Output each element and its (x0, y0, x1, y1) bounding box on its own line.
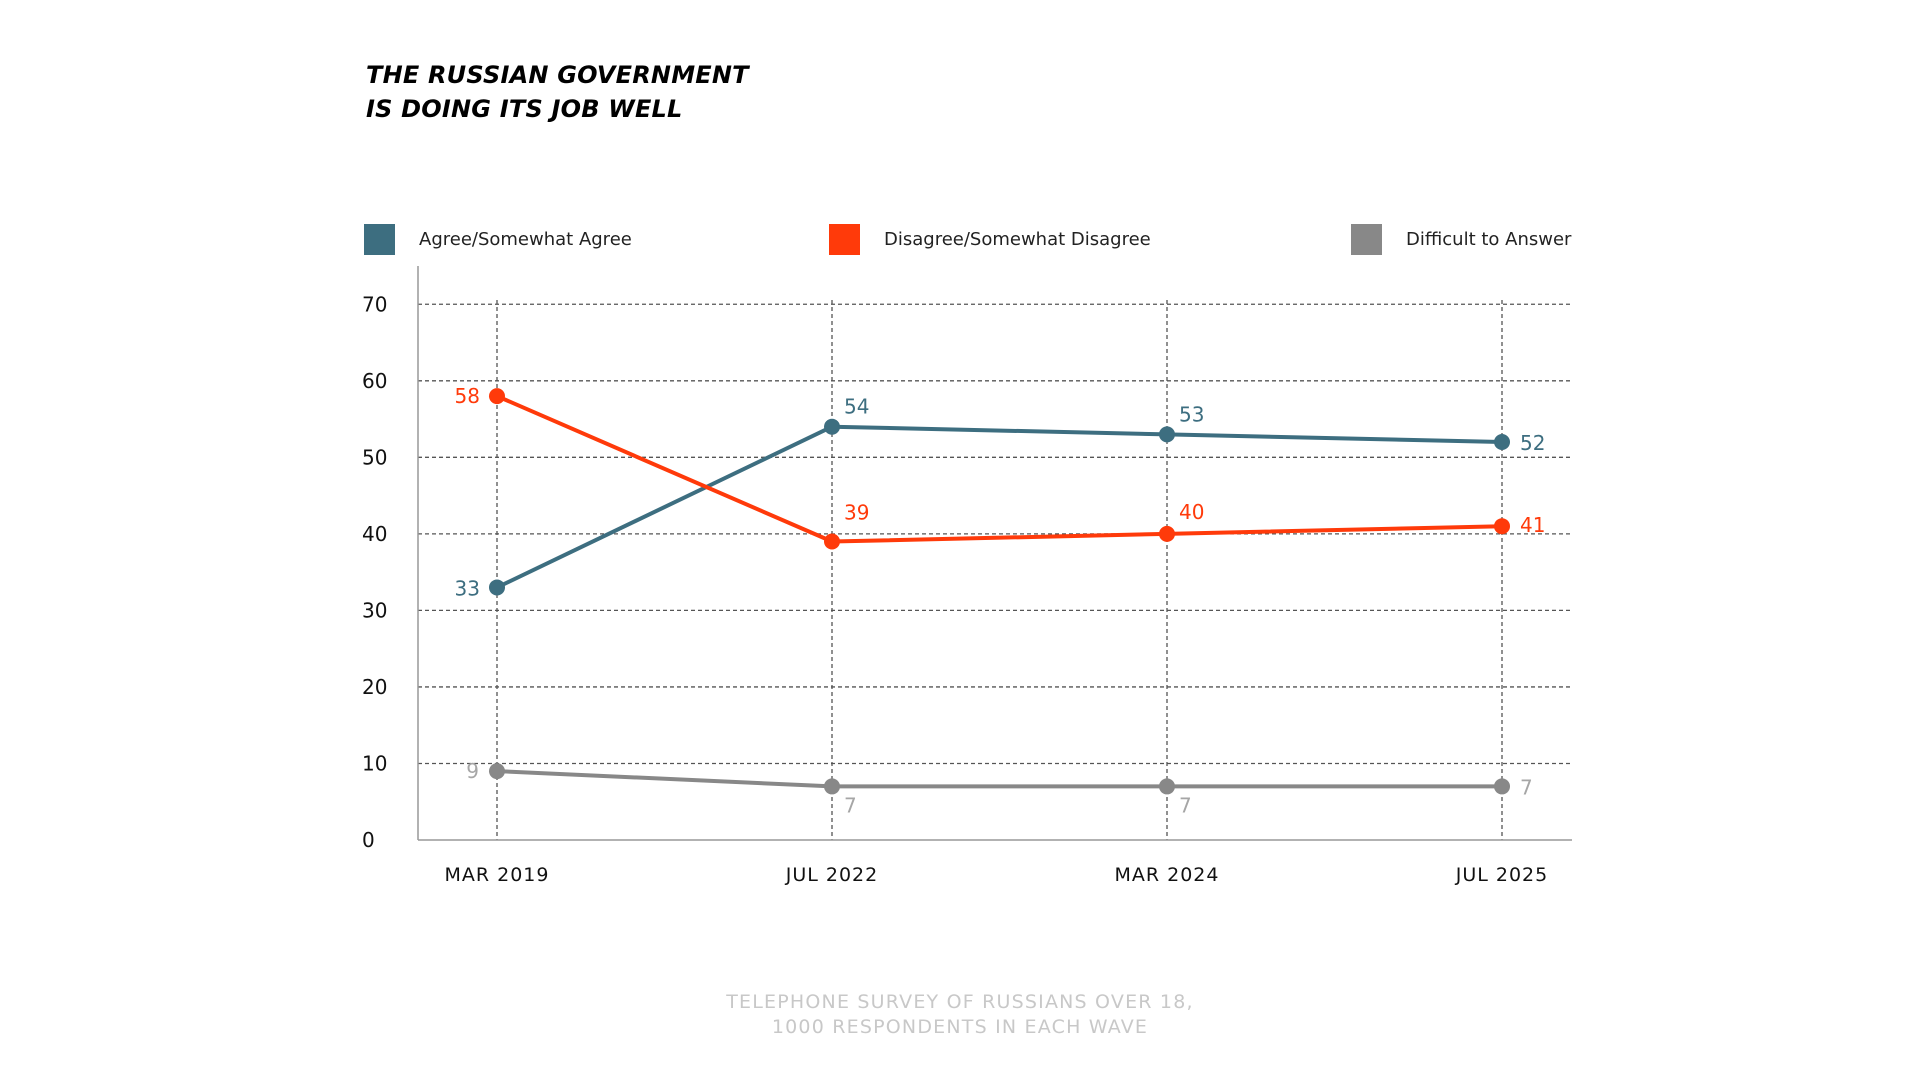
data-label-s0-0: 33 (455, 576, 480, 600)
data-label-s1-0: 58 (455, 384, 480, 408)
data-label-s2-1: 7 (844, 793, 857, 817)
y-tick-label-60: 60 (362, 369, 387, 393)
data-point-s1-0 (489, 388, 505, 405)
series-line-2 (496, 769, 1502, 789)
data-label-s2-2: 7 (1179, 793, 1192, 817)
data-point-s2-0 (489, 763, 505, 780)
x-tick-label-0: MAR 2019 (445, 864, 550, 886)
data-label-s0-2: 53 (1179, 402, 1204, 426)
data-label-s1-2: 40 (1179, 500, 1204, 524)
legend-item-difficult: Difficult to Answer (1351, 223, 1571, 255)
chart-title: THE RUSSIAN GOVERNMENT IS DOING ITS JOB … (366, 58, 749, 126)
chart-title-line-2: IS DOING ITS JOB WELL (366, 95, 683, 123)
legend-label-disagree: Disagree/Somewhat Disagree (884, 228, 1151, 250)
series-line-1 (496, 394, 1503, 544)
data-label-s0-1: 54 (844, 395, 869, 419)
x-tick-label-2: MAR 2024 (1115, 864, 1220, 886)
y-tick-label-0: 0 (362, 828, 375, 852)
legend-swatch-disagree (829, 223, 860, 255)
x-tick-label-3: JUL 2025 (1455, 864, 1549, 886)
data-label-s0-3: 52 (1520, 431, 1545, 455)
legend-swatch-agree (364, 223, 395, 255)
y-tick-label-50: 50 (362, 445, 387, 469)
data-point-s2-2 (1159, 778, 1175, 795)
survey-note: TELEPHONE SURVEY OF RUSSIANS OVER 18, 10… (0, 990, 1920, 1040)
legend-item-disagree: Disagree/Somewhat Disagree (829, 223, 1151, 255)
data-label-s2-3: 7 (1520, 775, 1533, 799)
survey-note-line-1: TELEPHONE SURVEY OF RUSSIANS OVER 18, (726, 991, 1194, 1013)
y-tick-label-20: 20 (362, 675, 387, 699)
data-label-s2-0: 9 (466, 759, 479, 783)
data-point-s0-3 (1494, 434, 1510, 451)
survey-note-line-2: 1000 RESPONDENTS IN EACH WAVE (771, 1016, 1149, 1038)
chart-title-line-1: THE RUSSIAN GOVERNMENT (366, 61, 749, 89)
data-point-s2-3 (1494, 778, 1510, 795)
data-label-s1-3: 41 (1520, 513, 1545, 537)
data-point-s0-2 (1159, 426, 1175, 443)
y-tick-label-40: 40 (362, 522, 387, 546)
y-tick-label-30: 30 (362, 598, 387, 622)
data-point-s2-1 (824, 778, 840, 795)
legend-label-agree: Agree/Somewhat Agree (419, 228, 632, 250)
data-point-s0-0 (489, 579, 505, 596)
x-tick-label-1: JUL 2022 (785, 864, 879, 886)
data-label-s1-1: 39 (844, 501, 869, 525)
data-point-s1-3 (1494, 518, 1510, 535)
legend-item-agree: Agree/Somewhat Agree (364, 223, 632, 255)
y-tick-label-10: 10 (362, 751, 387, 775)
data-point-s1-2 (1159, 525, 1175, 542)
legend-label-difficult: Difficult to Answer (1406, 228, 1572, 250)
data-point-s1-1 (824, 533, 840, 550)
legend-swatch-difficult (1351, 223, 1382, 255)
series-line-0 (496, 424, 1503, 590)
y-tick-label-70: 70 (362, 292, 387, 316)
data-point-s0-1 (824, 418, 840, 435)
